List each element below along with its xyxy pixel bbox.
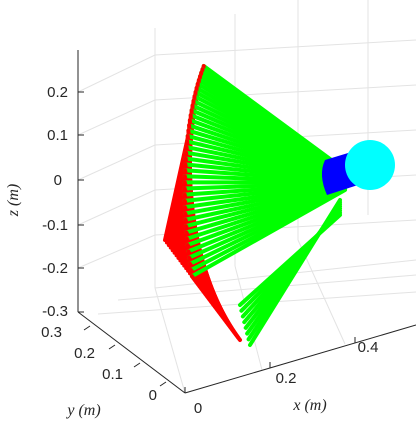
x-tick-label: 0.4 <box>358 339 379 356</box>
x-tick-label: 0.2 <box>276 370 297 387</box>
z-tick-label: 0 <box>54 172 62 189</box>
z-tick-label: 0.1 <box>47 127 68 144</box>
x-tick-label: 0 <box>194 400 202 417</box>
axis-frame <box>77 50 416 394</box>
z-tick-label: -0.3 <box>42 303 68 320</box>
red-link <box>189 274 242 342</box>
green-link <box>189 188 347 279</box>
robot-links <box>163 64 395 347</box>
z-axis-label: z (m) <box>5 184 22 217</box>
z-tick-label: 0.2 <box>47 84 68 101</box>
y-tick-label: 0 <box>149 387 157 404</box>
y-tick-label: 0.1 <box>102 366 123 383</box>
cyan-sphere <box>345 140 395 190</box>
y-tick-label: 0.3 <box>41 324 62 341</box>
y-axis-label: y (m) <box>65 402 100 419</box>
x-axis-label: x (m) <box>292 397 326 414</box>
green-link <box>238 213 342 307</box>
y-tick-label: 0.2 <box>74 345 95 362</box>
z-tick-label: -0.2 <box>42 260 68 277</box>
z-tick-label: -0.1 <box>42 217 68 234</box>
